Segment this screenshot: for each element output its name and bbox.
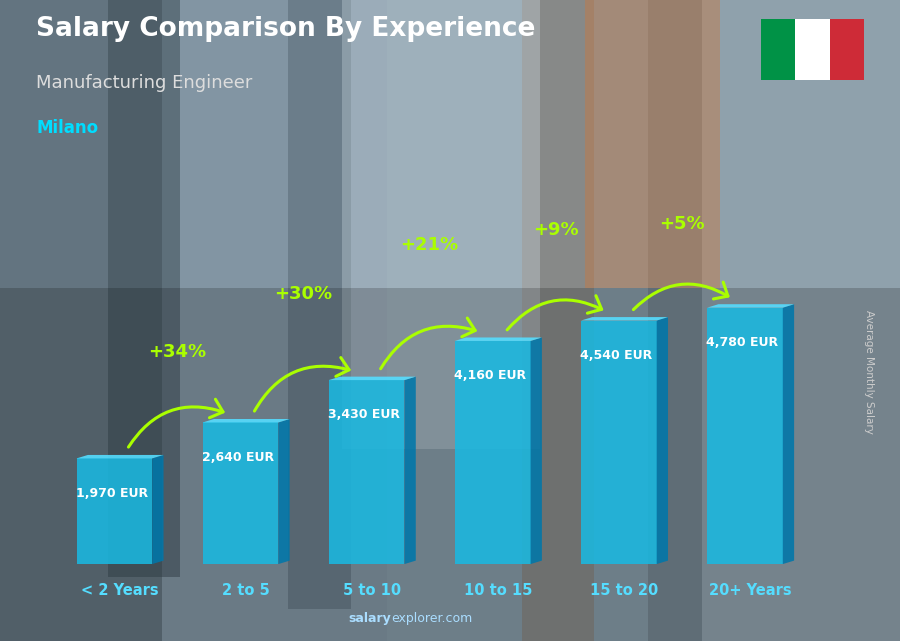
Text: 20+ Years: 20+ Years: [709, 583, 792, 598]
Polygon shape: [152, 455, 164, 564]
Text: < 2 Years: < 2 Years: [81, 583, 159, 598]
Text: 10 to 15: 10 to 15: [464, 583, 533, 598]
Text: +9%: +9%: [533, 221, 579, 238]
FancyArrowPatch shape: [381, 318, 475, 369]
Bar: [795, 19, 830, 80]
Text: 4,540 EUR: 4,540 EUR: [580, 349, 652, 362]
Polygon shape: [783, 304, 794, 564]
Bar: [760, 19, 795, 80]
Text: +21%: +21%: [400, 236, 459, 254]
Polygon shape: [454, 341, 530, 564]
Polygon shape: [707, 304, 794, 308]
Polygon shape: [278, 419, 290, 564]
Text: +34%: +34%: [148, 343, 206, 361]
Text: +30%: +30%: [274, 285, 333, 303]
Text: Salary Comparison By Experience: Salary Comparison By Experience: [36, 16, 536, 42]
Text: 2 to 5: 2 to 5: [222, 583, 270, 598]
Polygon shape: [657, 317, 668, 564]
Polygon shape: [328, 380, 404, 564]
Bar: [342, 0, 540, 449]
Polygon shape: [404, 377, 416, 564]
Text: 4,160 EUR: 4,160 EUR: [454, 369, 526, 382]
Text: +5%: +5%: [659, 215, 705, 233]
Polygon shape: [76, 458, 152, 564]
Polygon shape: [202, 422, 278, 564]
Bar: [108, 0, 180, 577]
Text: Milano: Milano: [36, 119, 98, 137]
Bar: [830, 19, 864, 80]
Polygon shape: [707, 308, 783, 564]
Bar: [585, 0, 720, 288]
Polygon shape: [581, 317, 668, 320]
Text: salary: salary: [349, 612, 392, 625]
Text: Average Monthly Salary: Average Monthly Salary: [863, 310, 874, 434]
Polygon shape: [76, 455, 164, 458]
Bar: [288, 0, 351, 609]
Polygon shape: [328, 377, 416, 380]
Text: explorer.com: explorer.com: [392, 612, 472, 625]
Bar: [162, 0, 387, 641]
Bar: [648, 0, 702, 641]
Text: 3,430 EUR: 3,430 EUR: [328, 408, 400, 421]
FancyArrowPatch shape: [255, 358, 349, 411]
Bar: [0, 288, 900, 641]
FancyArrowPatch shape: [507, 296, 601, 330]
Polygon shape: [581, 320, 657, 564]
Text: 15 to 20: 15 to 20: [590, 583, 659, 598]
Bar: [387, 0, 702, 641]
Text: 1,970 EUR: 1,970 EUR: [76, 487, 148, 499]
Polygon shape: [202, 419, 290, 422]
Text: 4,780 EUR: 4,780 EUR: [706, 336, 778, 349]
FancyArrowPatch shape: [129, 399, 223, 447]
Polygon shape: [530, 337, 542, 564]
Text: Manufacturing Engineer: Manufacturing Engineer: [36, 74, 252, 92]
FancyArrowPatch shape: [634, 282, 728, 310]
Bar: [522, 0, 594, 641]
Polygon shape: [454, 337, 542, 341]
Text: 5 to 10: 5 to 10: [343, 583, 401, 598]
Text: 2,640 EUR: 2,640 EUR: [202, 451, 274, 463]
Bar: [702, 0, 900, 641]
Bar: [0, 0, 162, 641]
